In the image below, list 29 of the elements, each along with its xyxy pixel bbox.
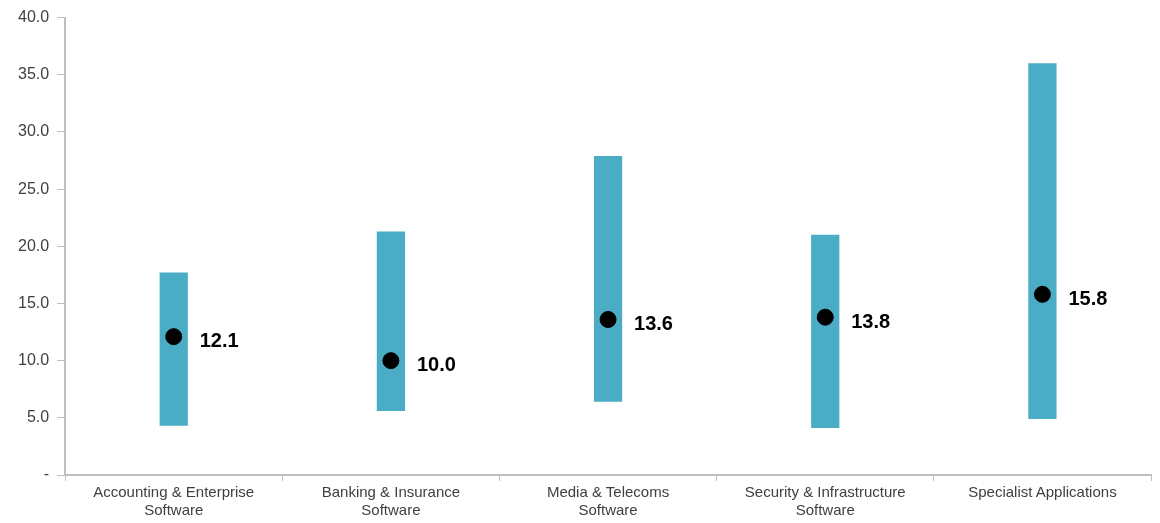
bar <box>376 231 406 411</box>
bar <box>1028 63 1057 419</box>
point <box>165 328 183 346</box>
y-tick-label: - <box>43 465 50 483</box>
point <box>599 310 617 328</box>
bar <box>159 272 188 426</box>
y-tick-label: 25.0 <box>18 179 50 197</box>
y-tick-label: 40.0 <box>18 8 50 26</box>
y-tick-label: 5.0 <box>26 408 50 426</box>
data-label: 13.8 <box>851 309 891 332</box>
point <box>382 352 400 370</box>
data-label: 15.8 <box>1068 286 1108 309</box>
x-tick-label: Banking & Insurance Software <box>321 483 461 519</box>
point <box>816 308 834 326</box>
y-tick-label: 30.0 <box>18 122 50 140</box>
data-label: 10.0 <box>416 353 456 376</box>
x-tick-label: Accounting & Enterprise Software <box>93 483 255 519</box>
y-tick-label: 15.0 <box>18 293 50 311</box>
x-tick-label: Media & Telecoms Software <box>546 483 670 519</box>
y-tick-label: 20.0 <box>18 236 50 254</box>
x-tick-label: Specialist Applications <box>968 483 1117 501</box>
bar <box>811 234 840 429</box>
bar <box>593 155 623 402</box>
y-tick-label: 10.0 <box>18 351 50 369</box>
data-label: 13.6 <box>634 312 674 334</box>
point <box>1033 285 1051 303</box>
y-tick-label: 35.0 <box>18 65 50 83</box>
data-label: 12.1 <box>199 329 239 352</box>
x-tick-label: Security & Infrastructure Software <box>744 483 906 519</box>
